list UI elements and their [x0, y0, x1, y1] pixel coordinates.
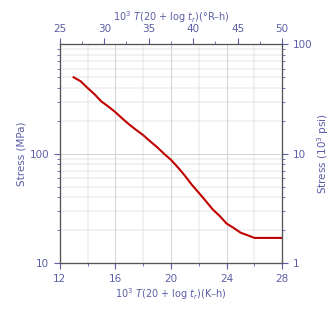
X-axis label: 10$^3$ $T$(20 + log $t_r$)(K–h): 10$^3$ $T$(20 + log $t_r$)(K–h) [115, 286, 227, 302]
Y-axis label: Stress (10$^3$ psi): Stress (10$^3$ psi) [315, 113, 331, 194]
Y-axis label: Stress (MPa): Stress (MPa) [17, 121, 27, 186]
X-axis label: 10$^3$ $T$(20 + log $t_r$)(°R–h): 10$^3$ $T$(20 + log $t_r$)(°R–h) [113, 10, 229, 25]
